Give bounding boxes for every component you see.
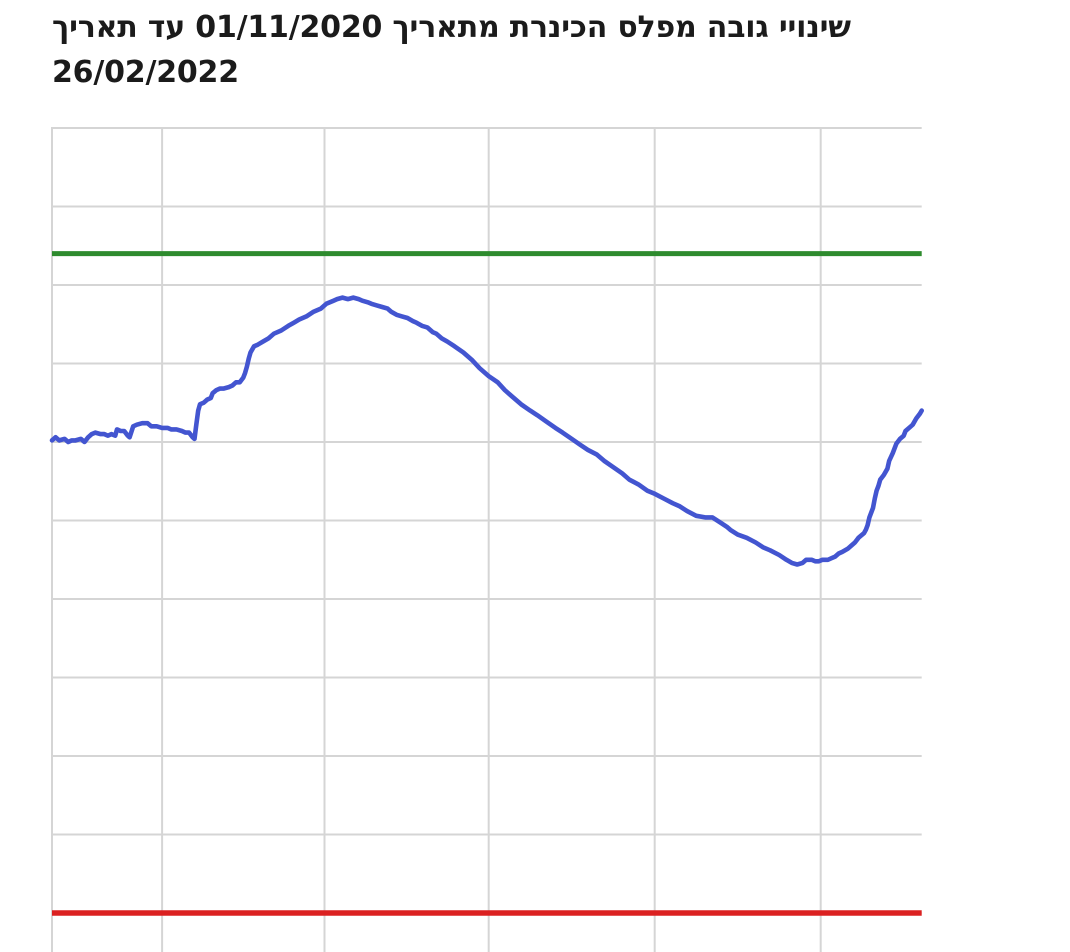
chart-title-line1: שינויי גובה מפלס הכינרת מתאריך 01/11/202…: [52, 10, 851, 45]
chart-title-line2: 26/02/2022: [52, 55, 239, 90]
water-level-line: [49, 295, 925, 567]
chart-title: שינויי גובה מפלס הכינרת מתאריך 01/11/202…: [52, 5, 1032, 95]
